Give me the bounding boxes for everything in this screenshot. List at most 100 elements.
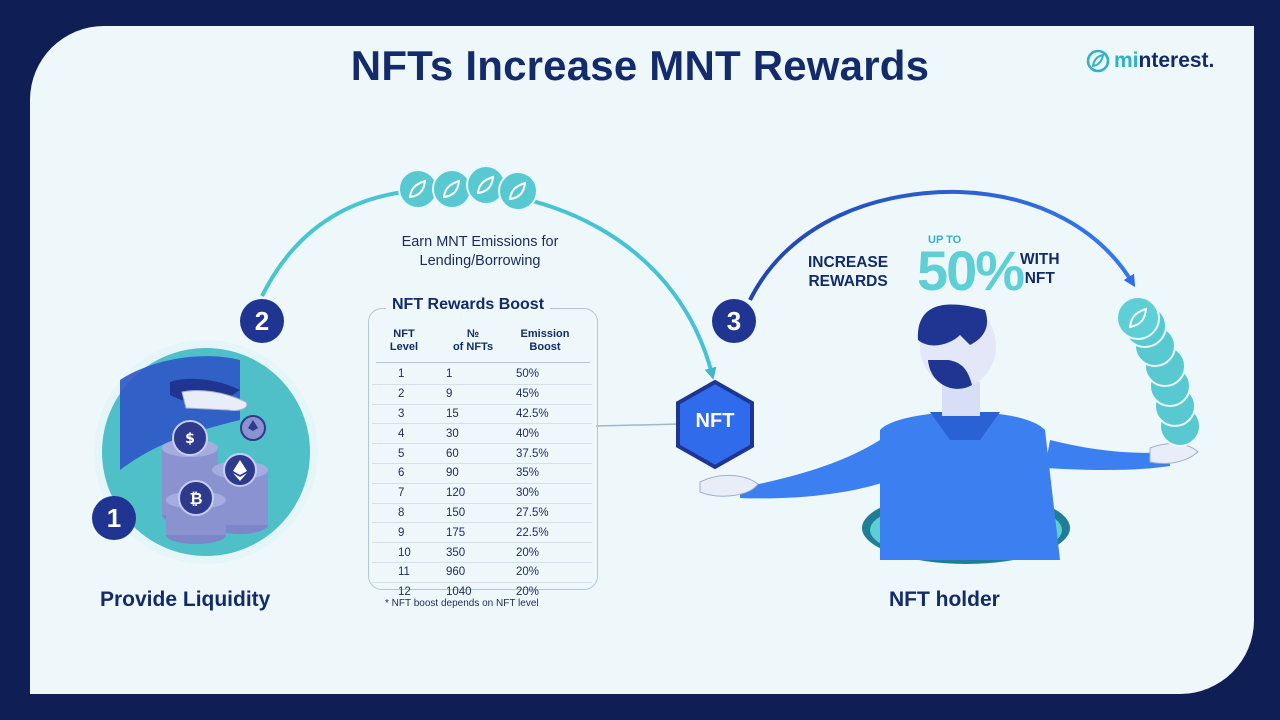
promo-line2: REWARDS (808, 273, 888, 290)
header-level-line2: Level (389, 341, 419, 353)
table-row: 3 15 42.5% (372, 405, 592, 425)
cell-count: 150 (446, 506, 466, 519)
cell-count: 1 (446, 368, 453, 381)
cell-level: 4 (398, 427, 405, 440)
header-count-line2: of NFTs (452, 341, 494, 353)
table-body: 1 1 50% 2 9 45% 3 15 42.5% 4 30 40% 5 60 37.5% 6 90… (372, 365, 592, 602)
logo-text-part2: nterest. (1138, 49, 1215, 72)
logo-text-part1: mi (1114, 49, 1139, 72)
cell-count: 1040 (446, 586, 472, 599)
table-row: 2 9 45% (372, 385, 592, 405)
table-title: NFT Rewards Boost (386, 296, 551, 314)
ethereum-coin-falling-icon (240, 415, 266, 441)
cell-level: 6 (398, 467, 405, 480)
mnt-coin-icon (498, 171, 538, 211)
cell-level: 8 (398, 506, 405, 519)
cell-level: 5 (398, 447, 405, 460)
mnt-coin-icon (432, 169, 472, 209)
table-row: 12 1040 20% (372, 583, 592, 602)
step-1-badge: 1 (92, 496, 136, 540)
cell-level: 10 (398, 546, 411, 559)
promo-up-to: UP TO (928, 234, 962, 246)
step-2-caption: Earn MNT Emissions for Lending/Borrowing (360, 233, 600, 271)
cell-count: 90 (446, 467, 459, 480)
page-title: NFTs Increase MNT Rewards (350, 42, 930, 89)
promo-with-line1: WITH (1020, 251, 1060, 268)
bitcoin-icon: ₿ (178, 480, 214, 516)
step-2-caption-line2: Lending/Borrowing (419, 253, 541, 269)
cell-count: 960 (446, 566, 466, 579)
cell-boost: 42.5% (516, 407, 549, 420)
promo-line1: INCREASE (808, 254, 889, 271)
header-level: NFT Level (382, 328, 426, 354)
cell-level: 3 (398, 407, 405, 420)
header-boost: Emission Boost (510, 328, 580, 354)
header-count-line1: № (466, 328, 480, 340)
step-1-caption: Provide Liquidity (100, 588, 271, 611)
step-3-badge: 3 (712, 299, 756, 343)
cell-boost: 45% (516, 388, 540, 401)
cell-level: 7 (398, 487, 405, 500)
cell-level: 2 (398, 388, 405, 401)
cell-level: 11 (398, 566, 410, 579)
cell-boost: 22.5% (516, 526, 549, 539)
promo-percent: 50% (917, 239, 1025, 302)
step-3-caption: NFT holder (889, 588, 1000, 611)
cell-boost: 40% (516, 427, 540, 440)
minterest-logo: minterest. (1086, 47, 1214, 75)
cell-count: 350 (446, 546, 466, 559)
header-boost-line1: Emission (520, 328, 570, 340)
cell-boost: 20% (516, 586, 540, 599)
usdc-icon: $ (172, 420, 208, 456)
svg-text:₿: ₿ (189, 489, 202, 508)
liquidity-illustration: $ ₿ (94, 340, 318, 564)
ethereum-icon (223, 453, 257, 487)
step-2-badge: 2 (240, 299, 284, 343)
header-level-line1: NFT (393, 328, 415, 340)
promo-with-line2: NFT (1024, 270, 1055, 287)
table-footnote: * NFT boost depends on NFT level (385, 598, 539, 609)
arc-step3 (748, 189, 1136, 301)
cell-count: 175 (446, 526, 466, 539)
cell-level: 12 (398, 586, 411, 599)
table-row: 9 175 22.5% (372, 523, 592, 544)
cell-level: 9 (398, 526, 405, 539)
cell-count: 60 (446, 447, 459, 460)
cell-boost: 35% (516, 467, 540, 480)
logo-text: minterest. (1114, 49, 1214, 73)
table-row: 4 30 40% (372, 424, 592, 445)
nft-badge-label: NFT (695, 410, 735, 432)
cell-boost: 50% (516, 368, 540, 381)
table-row: 5 60 37.5% (372, 444, 592, 464)
table-row: 6 90 35% (372, 464, 592, 484)
cell-count: 30 (446, 427, 459, 440)
header-boost-line2: Boost (529, 341, 561, 353)
table-row: 1 1 50% (372, 365, 592, 385)
table-row: 10 350 20% (372, 543, 592, 563)
mnt-coins-group (398, 165, 538, 211)
table-header-divider (376, 362, 590, 363)
cell-boost: 27.5% (516, 506, 549, 519)
table-row: 11 960 20% (372, 563, 592, 583)
cell-count: 120 (446, 487, 466, 500)
connector-line (595, 423, 681, 427)
promo-increase-rewards: INCREASE REWARDS (808, 253, 888, 291)
table-row: 7 120 30% (372, 484, 592, 504)
header-count: № of NFTs (440, 328, 506, 354)
cell-boost: 37.5% (516, 447, 549, 460)
mnt-coin-stack (1116, 296, 1201, 447)
nft-holder-illustration (699, 304, 1199, 564)
mnt-coin-icon (466, 165, 506, 205)
cell-count: 9 (446, 388, 453, 401)
promo-with-nft: WITH NFT (1020, 250, 1060, 288)
mnt-coin-icon (1116, 296, 1160, 340)
cell-level: 1 (398, 368, 405, 381)
cell-boost: 20% (516, 566, 540, 579)
mnt-coin-icon (398, 169, 438, 209)
table-row: 8 150 27.5% (372, 504, 592, 524)
step-2-caption-line1: Earn MNT Emissions for (401, 234, 559, 250)
cell-count: 15 (446, 407, 459, 420)
nft-hexagon-icon (676, 379, 754, 470)
leaf-icon (1086, 49, 1110, 73)
